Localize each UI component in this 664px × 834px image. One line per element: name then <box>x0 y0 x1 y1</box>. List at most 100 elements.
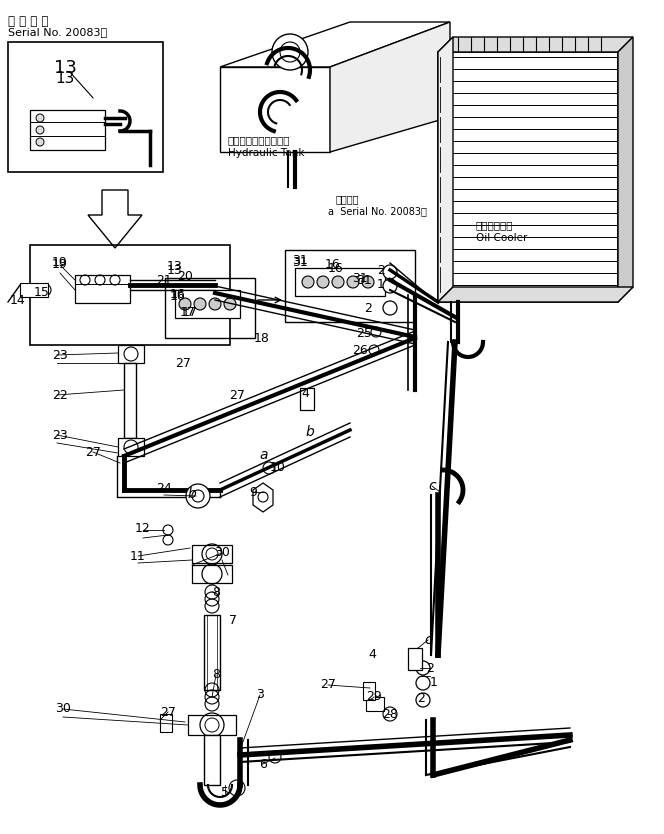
Text: a: a <box>260 448 268 462</box>
Bar <box>160 714 172 732</box>
Bar <box>366 697 384 711</box>
Circle shape <box>209 298 221 310</box>
Bar <box>192 565 232 583</box>
Text: b: b <box>305 425 314 439</box>
Bar <box>285 250 415 322</box>
Text: Serial No. 20083～: Serial No. 20083～ <box>8 27 107 37</box>
Circle shape <box>224 298 236 310</box>
Bar <box>165 278 255 338</box>
Text: オイルクーラ: オイルクーラ <box>476 220 513 230</box>
Text: 28: 28 <box>382 707 398 721</box>
Text: 21: 21 <box>156 274 172 287</box>
Text: 22: 22 <box>52 389 68 401</box>
Text: 20: 20 <box>177 269 193 283</box>
Bar <box>363 682 375 700</box>
Text: 2: 2 <box>364 302 372 314</box>
Text: 16: 16 <box>328 262 344 274</box>
Text: 7: 7 <box>229 614 237 626</box>
Text: 18: 18 <box>254 331 270 344</box>
Circle shape <box>36 138 44 146</box>
Text: 31: 31 <box>292 257 308 269</box>
Text: Hydraulic Tank: Hydraulic Tank <box>228 148 305 158</box>
Text: Oil Cooler: Oil Cooler <box>476 233 527 243</box>
Text: 29: 29 <box>366 691 382 704</box>
Circle shape <box>272 34 308 70</box>
Polygon shape <box>618 37 633 302</box>
Text: 23: 23 <box>52 429 68 441</box>
Text: 30: 30 <box>55 702 71 716</box>
Bar <box>124 363 136 438</box>
Text: 8: 8 <box>212 669 220 681</box>
Text: 17: 17 <box>182 305 198 319</box>
Circle shape <box>383 279 397 293</box>
Polygon shape <box>220 67 330 152</box>
Text: 2: 2 <box>426 661 434 675</box>
Text: 13: 13 <box>167 260 183 274</box>
Text: 27: 27 <box>175 356 191 369</box>
Text: 27: 27 <box>229 389 245 401</box>
Circle shape <box>383 301 397 315</box>
Bar <box>204 735 220 785</box>
Text: ハイドロリックタンク: ハイドロリックタンク <box>228 135 291 145</box>
Text: 27: 27 <box>160 706 176 719</box>
Text: 27: 27 <box>320 679 336 691</box>
Text: 適用号機: 適用号機 <box>336 194 359 204</box>
Text: 14: 14 <box>10 294 26 307</box>
Text: 31: 31 <box>356 274 372 287</box>
Text: 27: 27 <box>85 445 101 459</box>
Text: 19: 19 <box>52 259 68 272</box>
Text: 11: 11 <box>130 550 146 562</box>
Circle shape <box>302 276 314 288</box>
Text: 31: 31 <box>352 272 368 284</box>
Text: 6: 6 <box>259 757 267 771</box>
Bar <box>75 275 130 303</box>
Text: 24: 24 <box>156 481 172 495</box>
Polygon shape <box>438 52 618 302</box>
Polygon shape <box>220 22 450 67</box>
Bar <box>8 42 163 172</box>
Bar <box>30 110 105 150</box>
Circle shape <box>179 298 191 310</box>
Text: 16: 16 <box>170 289 186 302</box>
Polygon shape <box>438 37 453 302</box>
Bar <box>300 388 314 410</box>
Text: 4: 4 <box>301 386 309 399</box>
Circle shape <box>39 284 51 296</box>
Text: 8: 8 <box>212 586 220 600</box>
Polygon shape <box>88 190 142 248</box>
Polygon shape <box>330 22 450 152</box>
Text: 13: 13 <box>167 264 183 277</box>
Text: 12: 12 <box>135 521 151 535</box>
Text: 2: 2 <box>417 692 425 706</box>
Text: 16: 16 <box>170 290 186 304</box>
Text: 2: 2 <box>377 264 385 277</box>
Text: 17: 17 <box>180 307 196 319</box>
Polygon shape <box>438 37 633 52</box>
Text: 25: 25 <box>356 326 372 339</box>
Text: 適 用 号 機: 適 用 号 機 <box>8 15 48 28</box>
Circle shape <box>416 676 430 690</box>
Polygon shape <box>438 287 633 302</box>
Text: 9: 9 <box>249 485 257 499</box>
Bar <box>204 615 220 690</box>
Circle shape <box>332 276 344 288</box>
Bar <box>408 648 422 670</box>
Circle shape <box>36 126 44 134</box>
Text: 23: 23 <box>52 349 68 361</box>
Circle shape <box>416 661 430 675</box>
Text: 13: 13 <box>55 71 74 86</box>
Text: b: b <box>188 487 197 501</box>
Text: 1: 1 <box>430 676 438 690</box>
Text: 31: 31 <box>292 254 308 267</box>
Bar <box>192 545 232 563</box>
Circle shape <box>416 693 430 707</box>
Circle shape <box>36 114 44 122</box>
Circle shape <box>317 276 329 288</box>
Text: c: c <box>424 633 432 647</box>
Text: 1: 1 <box>377 279 385 292</box>
Text: 19: 19 <box>52 255 68 269</box>
Text: 10: 10 <box>270 460 286 474</box>
Circle shape <box>362 276 374 288</box>
Text: c: c <box>428 479 436 493</box>
Bar <box>175 290 240 318</box>
